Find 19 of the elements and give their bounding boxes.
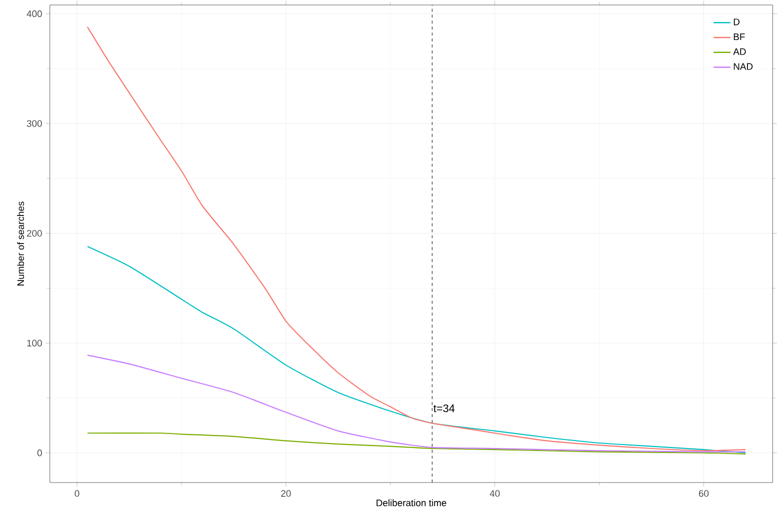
line-series bbox=[86, 246, 746, 454]
y-tick-label: 400 bbox=[26, 10, 42, 17]
legend-label: AD bbox=[733, 48, 746, 55]
y-tick-label: 300 bbox=[26, 120, 42, 127]
annotation: t=34 bbox=[434, 404, 455, 412]
x-tick-label: 20 bbox=[281, 490, 291, 497]
y-tick-label: 0 bbox=[37, 449, 42, 456]
x-tick-label: 60 bbox=[698, 490, 709, 497]
y-tick-label: 200 bbox=[26, 230, 42, 236]
legend-label: BF bbox=[734, 33, 745, 40]
y-axis-title: Number of searches bbox=[17, 201, 24, 286]
line-series bbox=[86, 432, 746, 454]
line-series bbox=[86, 354, 746, 452]
x-tick-label: 40 bbox=[490, 490, 500, 497]
legend-label: NAD bbox=[734, 63, 753, 70]
x-axis-title: Deliberation time bbox=[376, 499, 446, 506]
legend-label: D bbox=[734, 18, 740, 25]
x-tick-label: 0 bbox=[74, 490, 80, 497]
y-tick-label: 100 bbox=[27, 340, 42, 346]
